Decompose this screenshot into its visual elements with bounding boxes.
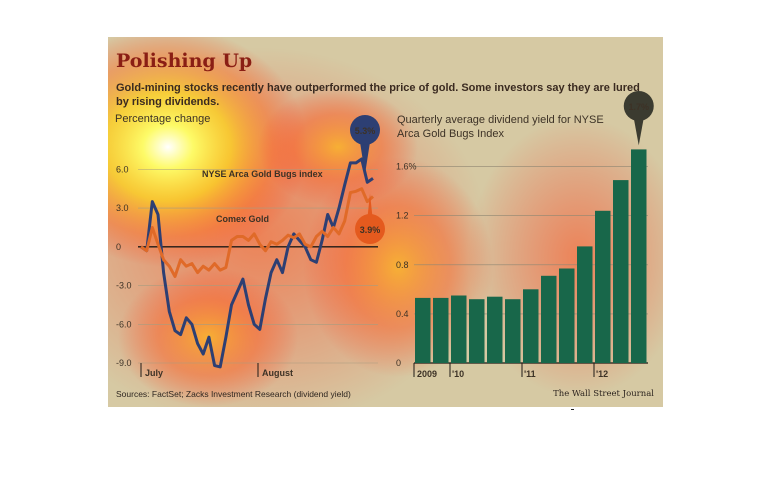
dividend-bar [505,299,521,363]
y-tick-label: 6.0 [116,164,129,174]
dividend-bar [541,275,557,363]
gold-bugs-end-callout-pointer [360,142,370,175]
dividend-bar [559,268,575,363]
gold-bugs-line [140,157,374,369]
credit: The Wall Street Journal [553,389,654,399]
y-tick-label: 3.0 [116,203,129,213]
comex-end-callout [355,214,385,244]
dividend-callout [623,91,654,121]
gold-bugs-end-callout-label: 5.3% [355,126,376,136]
dividend-callout-pointer [633,118,644,146]
y-tick-label: -9.0 [116,358,132,368]
dividend-callout-label: 1.7% [628,102,649,112]
dividend-bar [577,246,593,363]
divider-mark [571,409,574,410]
dividend-bar [469,299,485,363]
dividend-bar [487,296,503,363]
bar-y-tick-label: 0.8 [396,260,409,270]
bar-x-tick-label: '12 [596,369,608,379]
line-chart-ylabel: Percentage change [115,113,211,125]
dividend-bar [631,149,647,363]
bar-y-tick-label: 0.4 [396,309,409,319]
chart-title: Polishing Up [116,50,253,72]
charts-svg: 6.0 3.0 0 -3.0 -6.0 -9.0 July August NYSE Arca G… [116,91,654,379]
bar-x-tick-label: 2009 [417,369,437,379]
y-tick-label: -3.0 [116,281,132,291]
bar-y-tick-label: 1.2 [396,211,409,221]
dividend-bar [613,180,629,363]
x-tick-label: August [262,368,293,378]
dividend-bar [415,297,431,363]
source-note: Sources: FactSet; Zacks Investment Resea… [116,389,351,399]
chart-subtitle: Gold-mining stocks recently have outperf… [116,82,640,108]
dividend-bar [595,210,611,363]
bar-x-tick-label: '11 [524,369,536,379]
comex-end-callout-label: 3.9% [360,225,381,235]
bar-x-tick-label: '10 [452,369,464,379]
dividend-bar [523,289,539,363]
y-tick-label: 0 [116,242,121,252]
dividend-bar [433,297,449,363]
chart-panel: Polishing Up Gold-mining stocks recently… [108,37,663,407]
x-tick-label: July [145,368,163,378]
comex-gold-line [140,187,375,278]
dividend-bar [451,295,467,363]
bar-y-tick-label: 0 [396,358,401,368]
gold-bugs-legend-label: NYSE Arca Gold Bugs index [202,169,323,179]
bar-chart-title: Quarterly average dividend yield for NYS… [397,114,604,140]
gold-bugs-end-callout [350,115,380,145]
y-tick-label: -6.0 [116,319,132,329]
bar-y-tick-label: 1.6% [396,162,417,172]
comex-gold-legend-label: Comex Gold [216,214,269,224]
